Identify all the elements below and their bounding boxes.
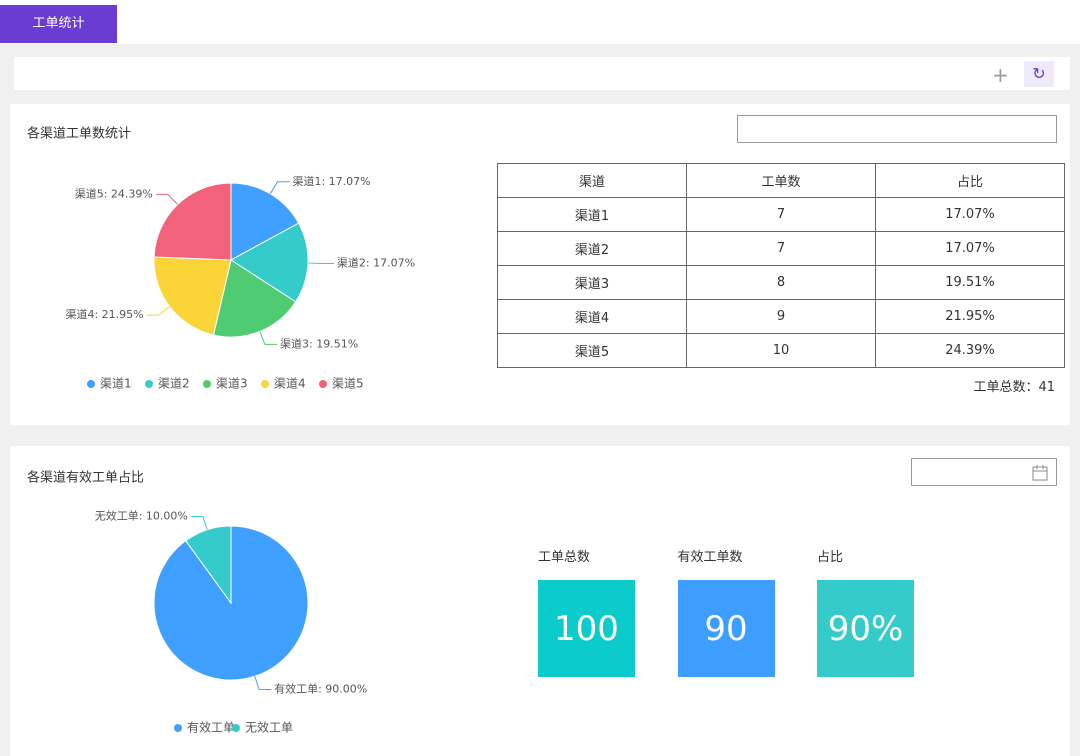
legend-label: 渠道5	[332, 377, 364, 391]
label-line	[146, 306, 171, 316]
legend-swatch	[145, 380, 153, 388]
panel: 工单总数 100 有效工单数 90 占比 90%	[10, 446, 1070, 756]
add-icon[interactable]: +	[992, 63, 1009, 87]
table-header-cell: 占比	[875, 163, 1065, 198]
table-cell: 21.95%	[875, 299, 1065, 334]
table-row: 渠道2 7 17.07%	[497, 231, 1065, 266]
table-row: 渠道5 10 24.39%	[497, 333, 1065, 368]
tab-bar	[0, 0, 1080, 44]
stat-label: 有效工单数	[677, 550, 743, 565]
data-label: 渠道4: 21.95%	[65, 307, 143, 321]
chart-title: 各渠道有效工单占比	[27, 470, 144, 486]
table-cell: 7	[686, 197, 876, 232]
pie-slice	[185, 525, 232, 605]
breadcrumb-bar: + ↻	[14, 57, 1070, 90]
label-line	[254, 676, 272, 691]
data-label: 无效工单: 10.00%	[95, 508, 188, 522]
table-cell: 10	[686, 333, 876, 368]
legend-swatch	[261, 380, 269, 388]
pie-slice	[153, 256, 232, 336]
date-picker[interactable]	[911, 458, 1057, 486]
label-line	[269, 181, 290, 195]
table-cell: 渠道2	[497, 231, 687, 266]
table-row: 渠道4 9 21.95%	[497, 299, 1065, 334]
data-label: 有效工单: 90.00%	[274, 682, 367, 696]
stat-label: 占比	[817, 550, 844, 565]
data-label: 渠道5: 24.39%	[75, 186, 153, 200]
label-line	[190, 515, 208, 530]
stat-label: 工单总数	[538, 550, 591, 565]
stat-value: 100	[538, 580, 635, 677]
table-header-cell: 工单数	[686, 163, 876, 198]
table-cell: 渠道3	[497, 265, 687, 300]
data-label: 渠道2: 17.07%	[337, 255, 415, 269]
table-header-row: 渠道 工单数 占比	[497, 163, 1065, 198]
legend-label: 渠道4	[274, 377, 306, 391]
total: 工单总数：41	[973, 380, 1055, 395]
legend-label: 渠道3	[216, 377, 248, 391]
table-cell: 17.07%	[875, 231, 1065, 266]
pie-slice	[153, 182, 232, 261]
legend-label: 有效工单	[187, 720, 235, 735]
label-line	[259, 331, 278, 345]
legend-swatch	[232, 724, 240, 732]
table-header-cell: 渠道	[497, 163, 687, 198]
refresh-icon[interactable]: ↻	[1024, 61, 1054, 87]
pie-slice	[212, 259, 297, 338]
legend-swatch	[174, 724, 182, 732]
data-label: 渠道1: 17.07%	[292, 174, 370, 188]
chart-title: 各渠道工单数统计	[27, 126, 131, 142]
table-cell: 8	[686, 265, 876, 300]
stat-value: 90%	[817, 580, 914, 677]
label-line	[155, 193, 178, 205]
legend-label: 无效工单	[245, 720, 293, 735]
legend-swatch	[319, 380, 327, 388]
calendar-icon	[1032, 465, 1048, 481]
legend-label: 渠道1	[100, 377, 132, 391]
table-cell: 渠道5	[497, 333, 687, 368]
table-cell: 24.39%	[875, 333, 1065, 368]
table-cell: 17.07%	[875, 197, 1065, 232]
date-picker[interactable]	[737, 115, 1057, 143]
table-cell: 渠道4	[497, 299, 687, 334]
tab[interactable]: 工单统计	[0, 5, 117, 43]
table-cell: 7	[686, 231, 876, 266]
stat-value: 90	[677, 580, 775, 677]
legend-swatch	[87, 380, 95, 388]
table-row: 渠道1 7 17.07%	[497, 197, 1065, 232]
data-label: 渠道3: 19.51%	[280, 336, 358, 350]
table-cell: 渠道1	[497, 197, 687, 232]
legend-swatch	[203, 380, 211, 388]
legend-label: 渠道2	[158, 377, 190, 391]
table: 渠道 工单数 占比 渠道1 7 17.07% 渠道2 7 17.07% 渠道3 8 19.51% 渠道4…	[497, 163, 1065, 368]
label-line	[307, 262, 334, 264]
